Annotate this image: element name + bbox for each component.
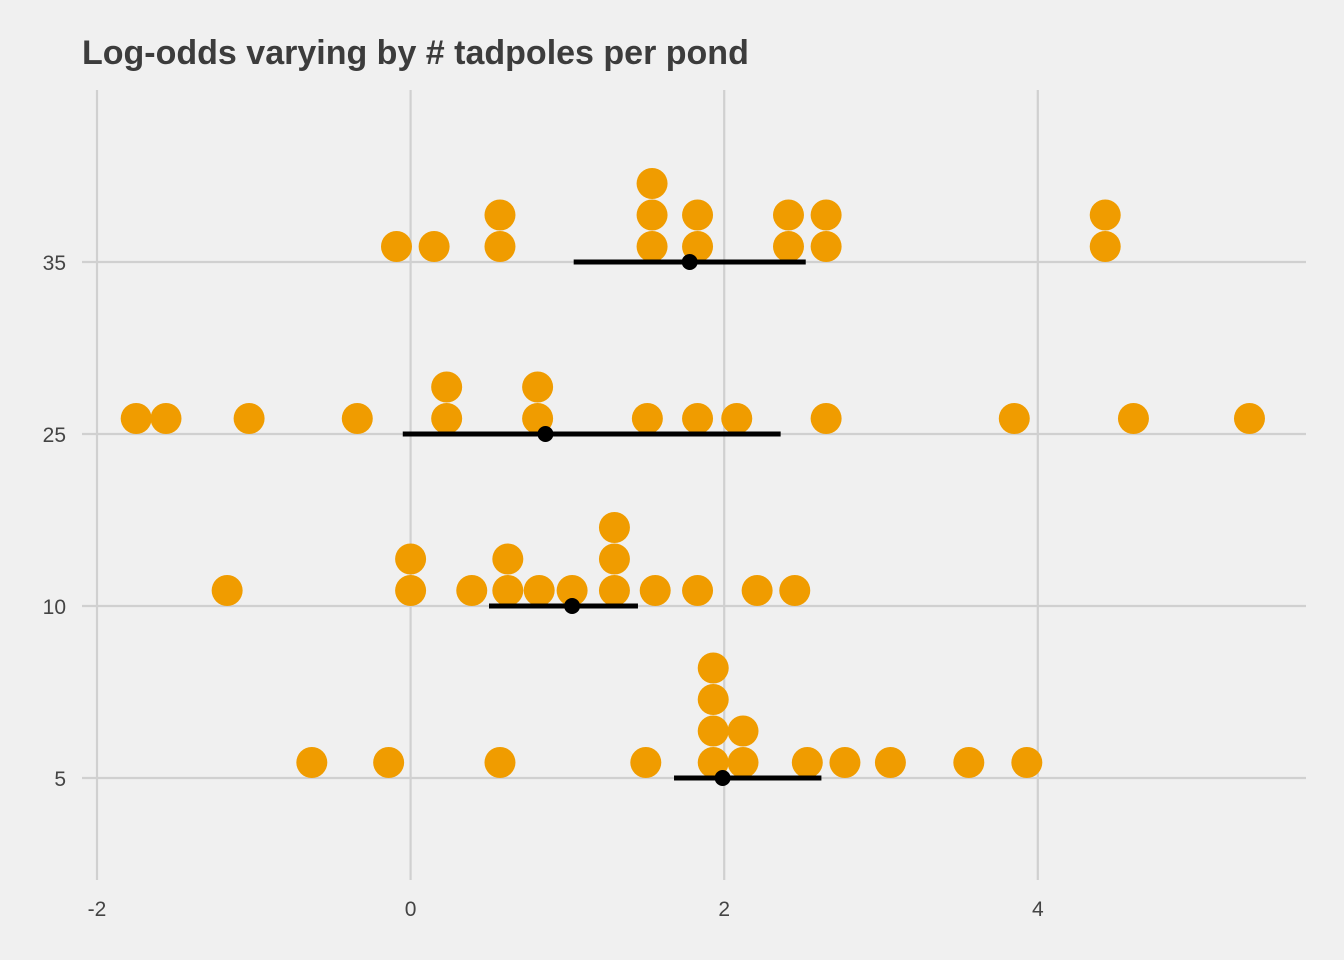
data-dot <box>492 543 524 575</box>
data-dot <box>772 199 804 231</box>
data-dot <box>556 575 588 606</box>
x-gridlines <box>95 90 1039 880</box>
data-dot <box>120 403 152 434</box>
x-tick-label: 2 <box>718 898 730 921</box>
data-dot <box>456 575 488 606</box>
data-dot <box>1089 199 1121 231</box>
data-dot <box>697 684 729 715</box>
mean-point <box>564 598 581 614</box>
x-tick-label: 0 <box>405 898 417 921</box>
data-dot <box>380 231 412 262</box>
x-tick-label: -2 <box>88 898 107 921</box>
data-dot <box>418 231 450 262</box>
data-dot <box>341 403 373 434</box>
data-dot <box>484 747 516 778</box>
data-dot <box>150 403 182 434</box>
data-dot <box>697 652 729 684</box>
data-dot <box>636 199 668 231</box>
data-dot <box>373 747 405 778</box>
data-dot <box>779 575 811 606</box>
data-dot <box>431 403 463 434</box>
mean-point <box>681 254 698 270</box>
data-dot <box>636 231 668 262</box>
y-gridlines <box>82 260 1306 780</box>
y-tick-label: 25 <box>43 424 66 447</box>
data-dot <box>631 403 663 434</box>
data-dot <box>431 371 463 403</box>
data-dot <box>772 231 804 262</box>
data-dot <box>522 371 554 403</box>
x-tick-label: 4 <box>1032 898 1044 921</box>
data-dot <box>810 199 842 231</box>
data-dot <box>630 747 662 778</box>
data-dot <box>810 231 842 262</box>
data-dot <box>727 747 759 778</box>
y-tick-label: 35 <box>43 252 66 275</box>
chart-title: Log-odds varying by # tadpoles per pond <box>82 34 749 72</box>
data-dot <box>874 747 906 778</box>
data-dot <box>523 575 555 606</box>
data-dot <box>233 403 265 434</box>
x-axis: -2 0 2 4 <box>88 898 1044 921</box>
data-dot <box>953 747 985 778</box>
data-dot <box>639 575 671 606</box>
data-dot <box>598 543 630 575</box>
data-dot <box>741 575 773 606</box>
data-dot <box>1117 403 1149 434</box>
mean-point <box>537 426 554 442</box>
data-dot <box>636 168 668 199</box>
data-dot <box>682 403 714 434</box>
data-dot <box>791 747 823 778</box>
data-dot <box>727 715 759 747</box>
data-dot <box>810 403 842 434</box>
data-dot <box>682 575 714 606</box>
data-dot <box>395 575 427 606</box>
data-dot <box>829 747 861 778</box>
data-dot <box>395 543 427 575</box>
data-dot <box>484 231 516 262</box>
data-dot <box>598 512 630 543</box>
mean-point <box>714 770 731 786</box>
data-dot <box>721 403 753 434</box>
data-dot <box>211 575 243 606</box>
data-dot <box>1233 403 1265 434</box>
data-dot <box>1089 231 1121 262</box>
dot-layer <box>120 168 1265 778</box>
data-dot <box>998 403 1030 434</box>
data-dot <box>697 715 729 747</box>
data-dot <box>484 199 516 231</box>
data-dot <box>682 199 714 231</box>
data-dot <box>492 575 524 606</box>
data-dot <box>296 747 328 778</box>
data-dot <box>1011 747 1043 778</box>
y-tick-label: 5 <box>54 768 66 791</box>
data-dot <box>598 575 630 606</box>
y-axis: 5 10 25 35 <box>43 252 66 791</box>
y-tick-label: 10 <box>43 596 66 619</box>
summary-layer <box>402 254 822 786</box>
